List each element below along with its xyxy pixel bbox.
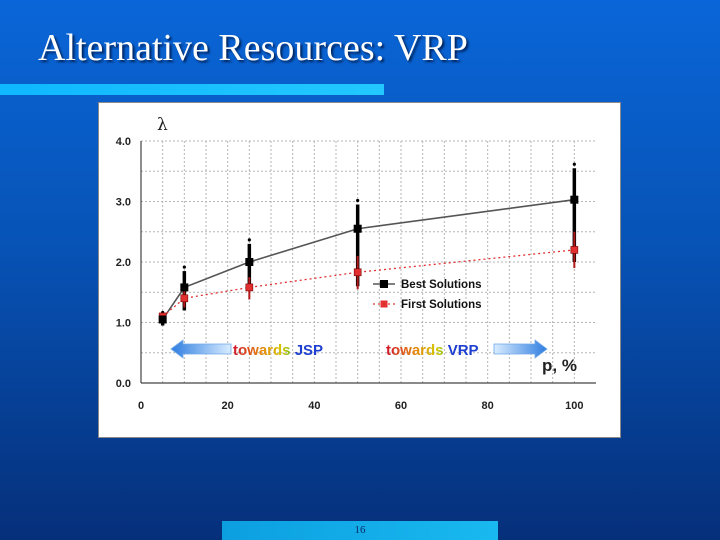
best-solution-marker — [570, 195, 579, 204]
x-tick-label: 80 — [482, 400, 494, 412]
legend-best-marker — [380, 280, 388, 288]
first-solution-marker — [180, 294, 189, 303]
best-solution-marker — [180, 283, 189, 292]
best-outlier-point — [356, 198, 360, 203]
towards-vrp-label: towards VRP — [386, 342, 479, 359]
first-solution-marker — [570, 246, 579, 254]
chart-panel: 0 20 40 60 80 100 0.0 1.0 2.0 3.0 4.0 λ p, % Best Sol… — [98, 102, 621, 438]
title-underline-bar — [0, 84, 384, 95]
best-solution-marker — [245, 258, 254, 266]
towards-jsp-label: towards JSP — [233, 342, 323, 359]
x-axis-label: p, % — [542, 356, 577, 375]
page-number: 16 — [354, 524, 366, 536]
y-tick-label: 2.0 — [116, 257, 131, 269]
y-tick-label: 4.0 — [116, 136, 131, 148]
x-tick-label: 40 — [308, 400, 320, 412]
best-outlier-point — [182, 265, 186, 269]
first-solution-marker — [245, 283, 254, 292]
slide-title: Alternative Resources: VRP — [38, 27, 468, 69]
best-outlier-point — [247, 238, 251, 242]
x-tick-label: 100 — [565, 400, 583, 412]
first-solutions-line — [162, 249, 575, 317]
first-solution-marker — [353, 268, 362, 277]
y-tick-label: 3.0 — [116, 197, 131, 209]
legend-first-marker — [380, 300, 388, 308]
y-tick-label: 0.0 — [116, 378, 131, 390]
x-tick-label: 20 — [222, 400, 234, 412]
chart-svg: 0 20 40 60 80 100 0.0 1.0 2.0 3.0 4.0 λ p, % Best Sol… — [116, 115, 596, 412]
footer-bar: 16 — [222, 521, 498, 540]
towards-jsp-arrow — [170, 339, 232, 359]
legend-best-label: Best Solutions — [401, 279, 482, 291]
x-tick-label: 0 — [138, 400, 144, 412]
best-solution-marker — [158, 315, 167, 324]
best-solutions-line — [162, 198, 575, 320]
towards-vrp-arrow — [493, 339, 548, 359]
y-axis-label: λ — [157, 115, 168, 135]
best-solution-marker — [353, 224, 362, 233]
best-outlier-point — [572, 162, 576, 166]
y-tick-label: 1.0 — [116, 318, 131, 330]
x-tick-label: 60 — [395, 400, 407, 412]
legend-first-label: First Solutions — [401, 299, 482, 311]
